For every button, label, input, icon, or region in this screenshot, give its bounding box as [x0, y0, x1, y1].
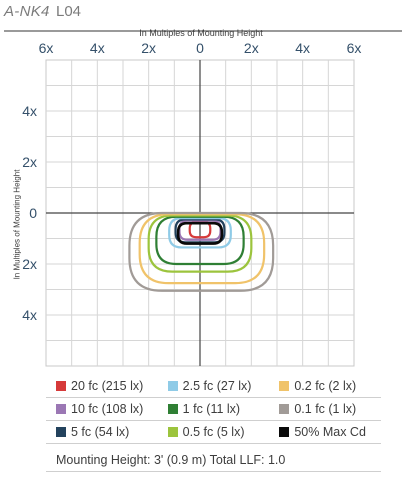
x-tick-label: 6x — [39, 40, 54, 56]
legend-item: 50% Max Cd — [269, 425, 381, 439]
x-tick-label: 2x — [141, 40, 156, 56]
y-tick-label: 4x — [22, 307, 37, 323]
axis-ticks: 6x 4x 2x 0 2x 4x 6x 4x 2x 0 2x 4x — [22, 40, 361, 323]
x-tick-label: 2x — [244, 40, 259, 56]
y-tick-label: 2x — [22, 256, 37, 272]
x-tick-label: 4x — [90, 40, 105, 56]
legend-swatch — [279, 427, 290, 437]
x-axis-label: In Multiples of Mounting Height — [139, 28, 263, 38]
y-tick-label: 0 — [29, 205, 37, 221]
legend-item: 20 fc (215 lx) — [46, 379, 158, 393]
contour-line — [176, 221, 224, 245]
mounting-height-note: Mounting Height: 3' (0.9 m) Total LLF: 1… — [46, 448, 381, 472]
contour-line — [155, 215, 245, 266]
y-tick-label: 4x — [22, 103, 37, 119]
model-name: A-NK4 — [4, 3, 50, 20]
plot-grid — [45, 59, 355, 367]
legend-row: 20 fc (215 lx) 2.5 fc (27 lx) 0.2 fc (2 … — [46, 375, 381, 398]
y-tick-label: 2x — [22, 154, 37, 170]
chart-header: A-NK4 L04 — [4, 3, 402, 32]
legend-label: 10 fc (108 lx) — [71, 402, 144, 416]
legend-item: 10 fc (108 lx) — [46, 402, 158, 416]
legend-swatch — [279, 381, 290, 391]
legend-swatch — [167, 381, 178, 391]
legend-item: 1 fc (11 lx) — [158, 402, 270, 416]
legend: 20 fc (215 lx) 2.5 fc (27 lx) 0.2 fc (2 … — [46, 375, 381, 444]
legend-item: 0.5 fc (5 lx) — [158, 425, 270, 439]
contour-line — [138, 213, 266, 285]
legend-swatch — [279, 404, 290, 414]
legend-row: 10 fc (108 lx) 1 fc (11 lx) 0.1 fc (1 lx… — [46, 398, 381, 421]
x-tick-label: 4x — [295, 40, 310, 56]
contour-lines — [128, 211, 275, 292]
contour-line — [147, 214, 253, 273]
legend-label: 0.5 fc (5 lx) — [182, 425, 245, 439]
distribution-code: L04 — [56, 3, 82, 20]
x-tick-label: 6x — [347, 40, 362, 56]
contour-line — [168, 217, 232, 249]
legend-item: 5 fc (54 lx) — [46, 425, 158, 439]
legend-swatch — [167, 404, 178, 414]
legend-label: 5 fc (54 lx) — [71, 425, 130, 439]
legend-label: 1 fc (11 lx) — [182, 402, 241, 416]
header-divider — [4, 30, 402, 32]
legend-swatch — [56, 404, 66, 414]
legend-row: 5 fc (54 lx) 0.5 fc (5 lx) 50% Max Cd — [46, 421, 381, 444]
legend-swatch — [167, 427, 178, 437]
contour-line — [188, 220, 212, 239]
legend-swatch — [56, 427, 66, 437]
legend-label: 20 fc (215 lx) — [71, 379, 144, 393]
legend-label: 2.5 fc (27 lx) — [182, 379, 252, 393]
legend-item: 0.1 fc (1 lx) — [269, 402, 381, 416]
x-tick-label: 0 — [196, 40, 204, 56]
contour-line — [128, 211, 275, 292]
legend-swatch — [56, 381, 66, 391]
legend-item: 0.2 fc (2 lx) — [269, 379, 381, 393]
legend-label: 0.1 fc (1 lx) — [294, 402, 357, 416]
legend-label: 0.2 fc (2 lx) — [294, 379, 357, 393]
legend-item: 2.5 fc (27 lx) — [158, 379, 270, 393]
legend-label: 50% Max Cd — [294, 425, 366, 439]
